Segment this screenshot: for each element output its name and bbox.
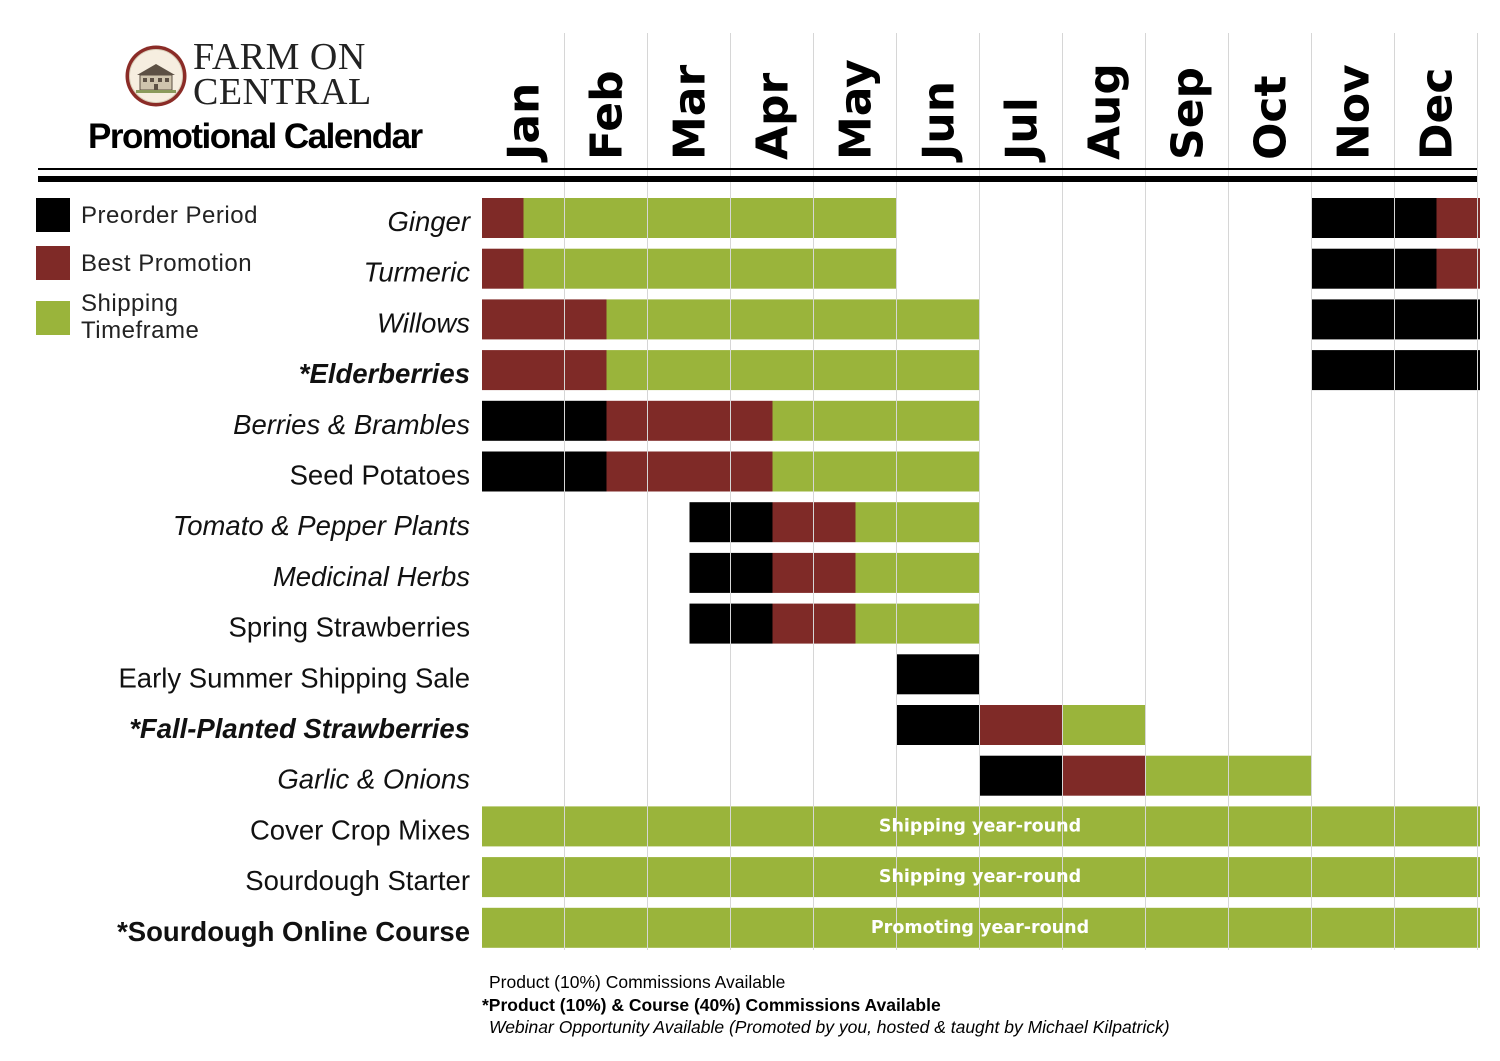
bar-early-summer-shipping-sale-preorder-0 (897, 654, 980, 695)
bar-berries-brambles-preorder-0 (482, 400, 607, 441)
row-label-sourdough-starter: Sourdough Starter (245, 865, 470, 896)
bar-turmeric-best-3 (1436, 248, 1480, 289)
legend-label-best-promotion: Best Promotion (81, 250, 253, 277)
row-label-ginger: Ginger (387, 206, 471, 237)
month-label-jan: Jan (499, 83, 550, 163)
farmhouse-seal-icon (125, 45, 187, 107)
row-label-willows: Willows (377, 307, 470, 338)
footnotes: Product (10%) Commissions Available *Pro… (482, 971, 1170, 1039)
bar-label-sourdough-starter: Shipping year-round (879, 867, 1081, 887)
month-label-apr: Apr (748, 72, 799, 160)
bar-tomato-pepper-plants-shipping-2 (855, 502, 980, 543)
bar-label-cover-crop-mixes: Shipping year-round (879, 816, 1081, 836)
row-label-tomato-pepper-plants: Tomato & Pepper Plants (173, 510, 470, 541)
month-label-nov: Nov (1329, 64, 1380, 160)
bar-fall-planted-strawberries-best-1 (980, 705, 1063, 745)
row-label-spring-strawberries: Spring Strawberries (229, 612, 470, 643)
month-label-oct: Oct (1246, 75, 1297, 160)
legend-label-preorder: Preorder Period (81, 202, 258, 229)
footnote-webinar: Webinar Opportunity Available (Promoted … (489, 1017, 1170, 1037)
bar-elderberries-shipping-1 (606, 350, 980, 391)
brand-name: FARM ON CENTRAL (193, 36, 372, 113)
bar-berries-brambles-shipping-2 (772, 400, 980, 441)
month-label-jul: Jul (997, 97, 1048, 163)
bar-medicinal-herbs-shipping-2 (855, 552, 980, 593)
legend-swatch-preorder (36, 198, 70, 232)
bar-elderberries-best-0 (482, 350, 607, 391)
month-label-dec: Dec (1412, 68, 1463, 160)
legend-label-shipping: Shipping Timeframe (81, 290, 200, 344)
header-rule-thin (38, 168, 1477, 170)
row-label-turmeric: Turmeric (364, 257, 471, 288)
row-label-seed-potatoes: Seed Potatoes (290, 460, 470, 491)
bar-willows-best-0 (482, 299, 607, 340)
bar-willows-shipping-1 (606, 299, 980, 340)
bar-sourdough-online-course-shipping-0 (482, 907, 1480, 948)
bar-turmeric-preorder-2 (1312, 248, 1437, 289)
row-label-fall-planted-strawberries: *Fall-Planted Strawberries (129, 713, 470, 744)
bar-ginger-best-0 (482, 198, 524, 238)
month-label-jun: Jun (914, 81, 965, 163)
bar-garlic-onions-best-1 (1063, 755, 1146, 796)
month-label-aug: Aug (1080, 63, 1131, 160)
bar-turmeric-shipping-1 (523, 248, 897, 289)
bar-ginger-best-3 (1436, 198, 1480, 238)
legend-swatch-best-promotion (36, 246, 70, 280)
bar-ginger-preorder-2 (1312, 198, 1437, 238)
bar-fall-planted-strawberries-shipping-2 (1063, 705, 1146, 745)
month-label-sep: Sep (1163, 67, 1214, 160)
bar-seed-potatoes-preorder-0 (482, 451, 607, 492)
bar-willows-preorder-2 (1312, 299, 1480, 340)
row-label-cover-crop-mixes: Cover Crop Mixes (250, 814, 470, 845)
month-label-mar: Mar (665, 65, 716, 160)
row-label-garlic-onions: Garlic & Onions (277, 764, 470, 795)
row-label-elderberries: *Elderberries (299, 358, 470, 389)
row-label-berries-brambles: Berries & Brambles (233, 409, 470, 440)
header-rule-thick (38, 176, 1477, 182)
bar-seed-potatoes-shipping-2 (772, 451, 980, 492)
legend-swatch-shipping (36, 301, 70, 335)
bar-fall-planted-strawberries-preorder-0 (897, 705, 980, 745)
bar-turmeric-best-0 (482, 248, 524, 289)
month-label-feb: Feb (582, 70, 633, 160)
bar-label-sourdough-online-course: Promoting year-round (871, 918, 1089, 938)
month-label-may: May (831, 59, 882, 160)
bar-cover-crop-mixes-shipping-0 (482, 806, 1480, 847)
bar-seed-potatoes-best-1 (606, 451, 773, 492)
bar-ginger-shipping-1 (523, 198, 897, 238)
bar-elderberries-preorder-2 (1312, 350, 1480, 391)
row-label-early-summer-shipping-sale: Early Summer Shipping Sale (118, 662, 470, 693)
footnote-course-commission: *Product (10%) & Course (40%) Commission… (482, 994, 941, 1015)
bar-spring-strawberries-shipping-2 (855, 603, 980, 644)
brand-line-1: FARM ON (193, 36, 366, 78)
page-title: Promotional Calendar (88, 117, 423, 156)
bar-garlic-onions-preorder-0 (980, 755, 1063, 796)
row-label-medicinal-herbs: Medicinal Herbs (273, 561, 470, 592)
bar-berries-brambles-best-1 (606, 400, 773, 441)
bar-sourdough-starter-shipping-0 (482, 857, 1480, 898)
brand-line-2: CENTRAL (193, 71, 372, 113)
footnote-product-commission: Product (10%) Commissions Available (489, 972, 786, 992)
row-label-sourdough-online-course: *Sourdough Online Course (117, 916, 470, 947)
